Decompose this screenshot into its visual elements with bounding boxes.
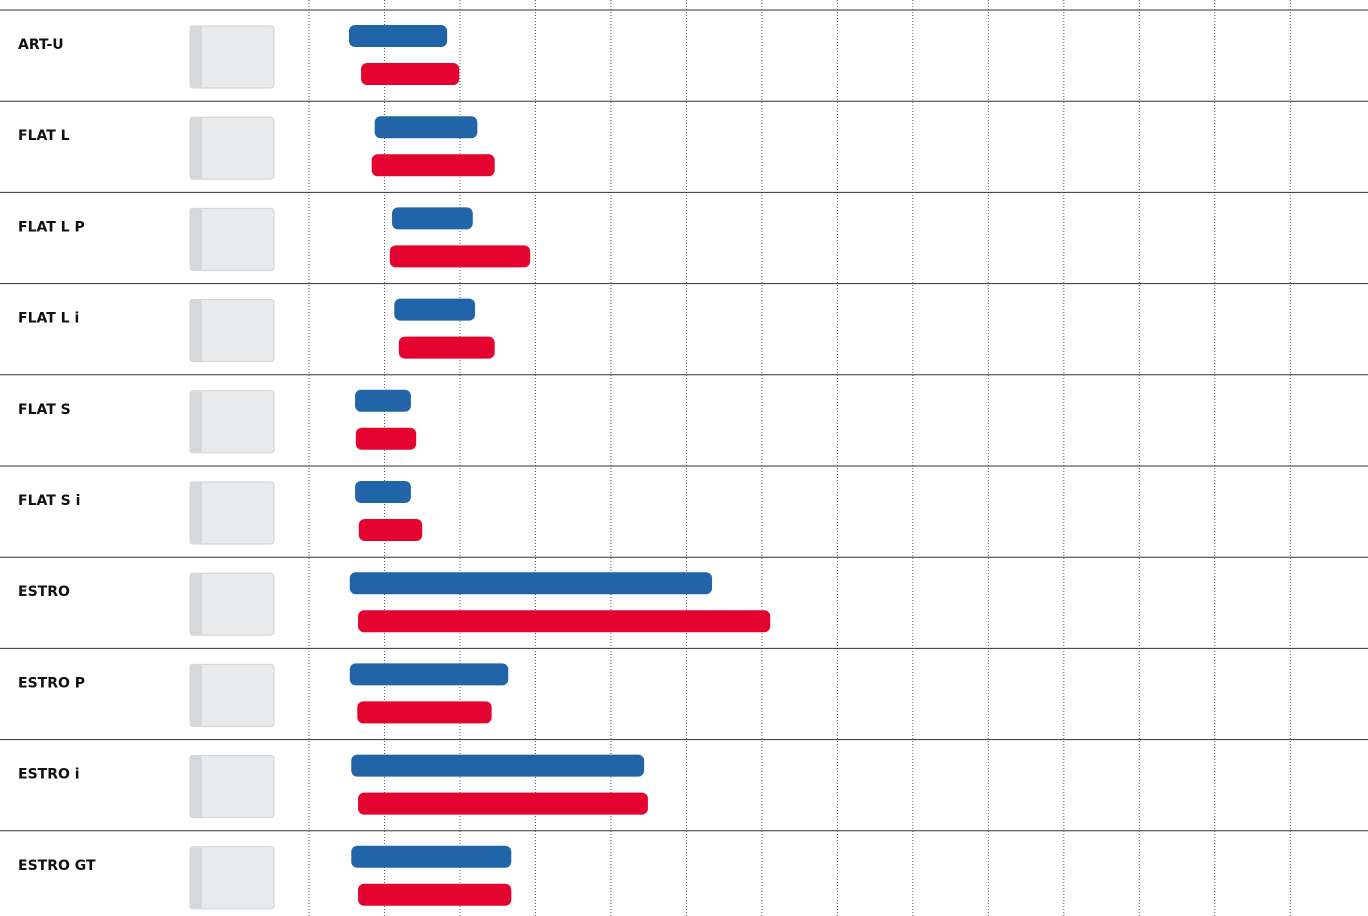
product-shade <box>190 117 202 180</box>
bar <box>358 883 512 906</box>
product-image <box>189 572 275 636</box>
row-label: FLAT S <box>18 402 71 418</box>
row-label: ESTRO i <box>18 767 80 783</box>
product-shade <box>190 573 202 636</box>
product-shade <box>190 755 202 818</box>
product-body <box>189 572 275 636</box>
row-label: FLAT L <box>18 128 70 144</box>
product-body <box>189 481 275 545</box>
bar <box>398 336 495 359</box>
row-label: ART-U <box>18 37 64 53</box>
bar <box>358 792 648 815</box>
row-label: FLAT L P <box>18 219 85 235</box>
row-label: ESTRO P <box>18 675 85 691</box>
product-shade <box>190 208 202 271</box>
product-image <box>189 481 275 545</box>
product-image <box>189 116 275 180</box>
bar <box>394 298 476 321</box>
bar <box>351 754 645 777</box>
bar <box>358 519 423 541</box>
product-image <box>189 390 275 454</box>
bar <box>349 663 509 686</box>
bar <box>389 245 531 268</box>
product-image <box>189 207 275 271</box>
product-body <box>189 846 275 910</box>
bar <box>351 845 512 868</box>
row-label: FLAT L i <box>18 311 79 327</box>
bar <box>392 207 473 230</box>
row-label: FLAT S i <box>18 493 80 509</box>
row-label: ESTRO <box>18 584 70 600</box>
product-body <box>189 25 275 89</box>
product-image <box>189 663 275 727</box>
product-shade <box>190 482 202 544</box>
row-label: ESTRO GT <box>18 858 96 874</box>
bar <box>371 154 495 177</box>
product-body <box>189 390 275 454</box>
bar <box>349 25 448 47</box>
product-body <box>189 755 275 819</box>
product-shade <box>190 26 202 88</box>
product-image <box>189 846 275 910</box>
bar <box>349 572 713 595</box>
product-shade <box>190 846 202 909</box>
product-shade <box>190 299 202 362</box>
product-image <box>189 25 275 89</box>
product-image <box>189 299 275 363</box>
bar <box>374 116 478 139</box>
bar <box>355 389 411 412</box>
product-image <box>189 755 275 819</box>
product-body <box>189 663 275 727</box>
bar <box>355 427 417 450</box>
product-body <box>189 207 275 271</box>
bar <box>357 701 492 724</box>
bar <box>355 481 411 503</box>
product-shade <box>190 664 202 727</box>
product-body <box>189 116 275 180</box>
product-body <box>189 299 275 363</box>
product-shade <box>190 390 202 453</box>
bar <box>361 63 460 85</box>
bar <box>358 610 771 633</box>
